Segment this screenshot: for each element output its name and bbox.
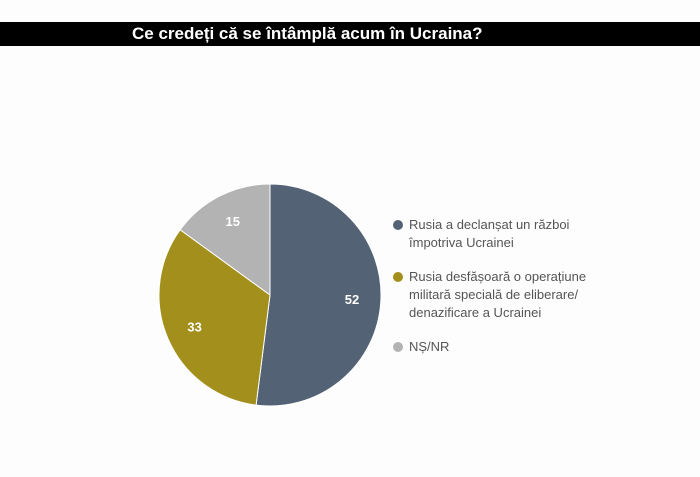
legend-item-operation: Rusia desfășoară o operațiune militară s…: [393, 268, 633, 322]
pie-slice-ns-nr: [179, 183, 271, 296]
data-label-operation: 33: [187, 320, 201, 335]
legend-label-war: Rusia a declanșat un război împotriva Uc…: [409, 217, 570, 250]
legend-item-ns-nr: NȘ/NR: [393, 338, 633, 356]
data-label-ns-nr: 15: [225, 214, 239, 229]
pie-slice-war: [255, 183, 382, 407]
pie-slice-operation: [158, 229, 271, 406]
legend: Rusia a declanșat un război împotriva Uc…: [393, 216, 633, 372]
chart-title: Ce credeți că se întâmplă acum în Ucrain…: [132, 24, 483, 43]
legend-swatch-ns-nr: [393, 342, 403, 352]
legend-swatch-operation: [393, 272, 403, 282]
legend-item-war: Rusia a declanșat un război împotriva Uc…: [393, 216, 633, 252]
title-bar: Ce credeți că se întâmplă acum în Ucrain…: [0, 22, 700, 46]
legend-label-operation: Rusia desfășoară o operațiune militară s…: [409, 269, 587, 320]
legend-swatch-war: [393, 220, 403, 230]
legend-label-ns-nr: NȘ/NR: [409, 339, 450, 354]
data-label-war: 52: [345, 292, 359, 307]
